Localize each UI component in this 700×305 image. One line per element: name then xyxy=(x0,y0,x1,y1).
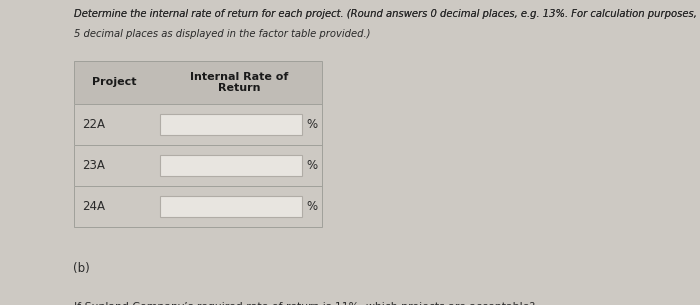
Text: 24A: 24A xyxy=(82,200,105,213)
Text: 22A: 22A xyxy=(82,118,105,131)
Text: Project: Project xyxy=(92,77,136,87)
Text: Internal Rate of
Return: Internal Rate of Return xyxy=(190,72,288,93)
Text: Determine the internal rate of return for each project. (Round answers 0 decimal: Determine the internal rate of return fo… xyxy=(74,9,700,19)
Text: %: % xyxy=(307,159,318,172)
Text: %: % xyxy=(307,118,318,131)
Text: If Sunland Company’s required rate of return is 11%, which projects are acceptab: If Sunland Company’s required rate of re… xyxy=(74,302,535,305)
Text: (b): (b) xyxy=(74,262,90,275)
Text: %: % xyxy=(307,200,318,213)
Text: 5 decimal places as displayed in the factor table provided.): 5 decimal places as displayed in the fac… xyxy=(74,29,370,39)
Text: Determine the internal rate of return for each project. (Round answers 0 decimal: Determine the internal rate of return fo… xyxy=(74,9,700,19)
Text: 23A: 23A xyxy=(82,159,105,172)
